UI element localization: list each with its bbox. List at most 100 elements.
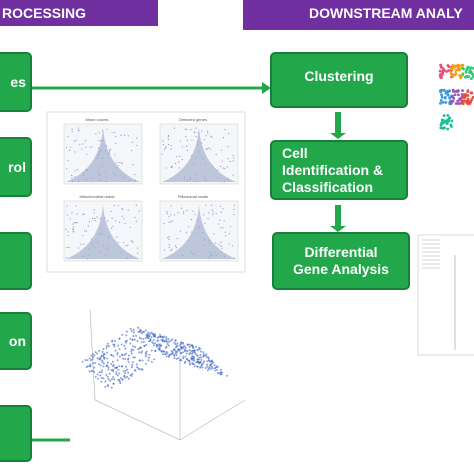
scatter-dot (133, 356, 136, 359)
plot-dot (186, 145, 188, 147)
plot-dot (130, 149, 133, 152)
plot-dot (211, 209, 213, 211)
scatter-dot (177, 357, 180, 360)
plot-dot (98, 139, 100, 142)
plot-dot (67, 159, 69, 162)
cluster-dot (464, 93, 468, 96)
plot-dot (72, 226, 75, 228)
scatter-dot (129, 373, 132, 376)
plot-dot (110, 227, 113, 229)
scatter-dot (226, 374, 229, 377)
scatter-dot (168, 340, 171, 343)
cluster-dot (439, 76, 443, 79)
scatter-dot (81, 360, 84, 363)
plot-dot (121, 162, 123, 164)
plot-dot (65, 257, 67, 259)
scatter-dot (193, 357, 196, 360)
scatter-dot (142, 340, 145, 343)
scatter-dot (96, 373, 99, 376)
plot-dot (208, 212, 210, 214)
scatter-dot (148, 354, 151, 357)
scatter-dot (206, 369, 209, 372)
scatter-dot (111, 339, 114, 342)
scatter-dot (91, 358, 94, 361)
plot-dot (179, 230, 181, 232)
plot-dot (210, 135, 212, 137)
plot-dot (170, 144, 172, 147)
plot-dot (88, 221, 90, 223)
scatter-dot (125, 330, 128, 333)
scatter-dot (140, 332, 143, 335)
scatter-dot (131, 361, 134, 364)
scatter-dot (180, 352, 183, 355)
scatter-dot (96, 357, 99, 360)
scatter-dot (117, 344, 120, 347)
scatter-dot (91, 369, 94, 372)
plot-dot (185, 128, 188, 131)
plot-dot (95, 133, 97, 135)
scatter-dot (137, 326, 140, 329)
scatter-dot (191, 345, 194, 348)
cluster-dot (465, 74, 468, 78)
arrow-head (330, 226, 346, 232)
scatter-dot (189, 363, 192, 366)
plot-dot (82, 234, 84, 237)
plot-dot (133, 173, 136, 176)
scatter-dot (207, 367, 210, 370)
plot-dot (168, 243, 170, 246)
plot-dot (120, 161, 122, 164)
scatter-dot (102, 347, 105, 350)
scatter-dot (127, 377, 130, 380)
plot-dot (130, 240, 132, 242)
plot-dot (219, 205, 222, 207)
plot-dot (213, 233, 215, 235)
scatter-dot (88, 370, 91, 373)
scatter-dot (136, 340, 139, 343)
plot-dot (168, 246, 170, 248)
scatter-dot (199, 354, 202, 357)
plot-dot (228, 243, 230, 245)
plot-dot (73, 231, 75, 233)
cluster-dot (438, 69, 442, 73)
plot-dot (168, 221, 170, 223)
scatter-dot (144, 336, 147, 339)
plot-dot (205, 204, 207, 206)
plot-dot (67, 231, 69, 233)
scatter-dot (130, 350, 133, 353)
scatter-dot (115, 373, 118, 376)
plot-dot (201, 130, 203, 132)
scatter-dot (124, 372, 127, 375)
plot-dot (194, 213, 196, 215)
scatter-dot (149, 339, 152, 342)
cluster-dot (449, 67, 453, 71)
scatter-dot (142, 330, 145, 333)
scatter-dot (182, 355, 185, 358)
plot-dot (106, 220, 109, 222)
scatter-dot (172, 353, 175, 356)
scatter-dot (132, 335, 135, 338)
scatter-dot (112, 382, 115, 385)
scatter-dot (182, 357, 185, 360)
cluster-dot (468, 68, 472, 72)
step-box (0, 232, 32, 290)
plot-dot (71, 212, 73, 214)
plot-dot (96, 216, 98, 218)
scatter-dot (118, 337, 121, 340)
scatter-dot (167, 338, 170, 341)
cluster-dot (456, 65, 459, 69)
plot-dot (127, 135, 129, 137)
plot-dot (185, 231, 187, 234)
scatter-dot (101, 359, 104, 362)
violin (66, 128, 140, 182)
scatter-dot (147, 331, 150, 334)
scatter-dot (125, 341, 128, 344)
scatter-dot (183, 348, 186, 351)
scatter-dot (183, 361, 186, 364)
scatter-dot (162, 350, 165, 353)
cluster-dot (465, 68, 469, 72)
scatter-dot (192, 355, 195, 358)
plot-dot (192, 210, 194, 212)
scatter-dot (181, 342, 184, 345)
step-box: rol (0, 137, 32, 197)
scatter-dot (143, 344, 146, 347)
